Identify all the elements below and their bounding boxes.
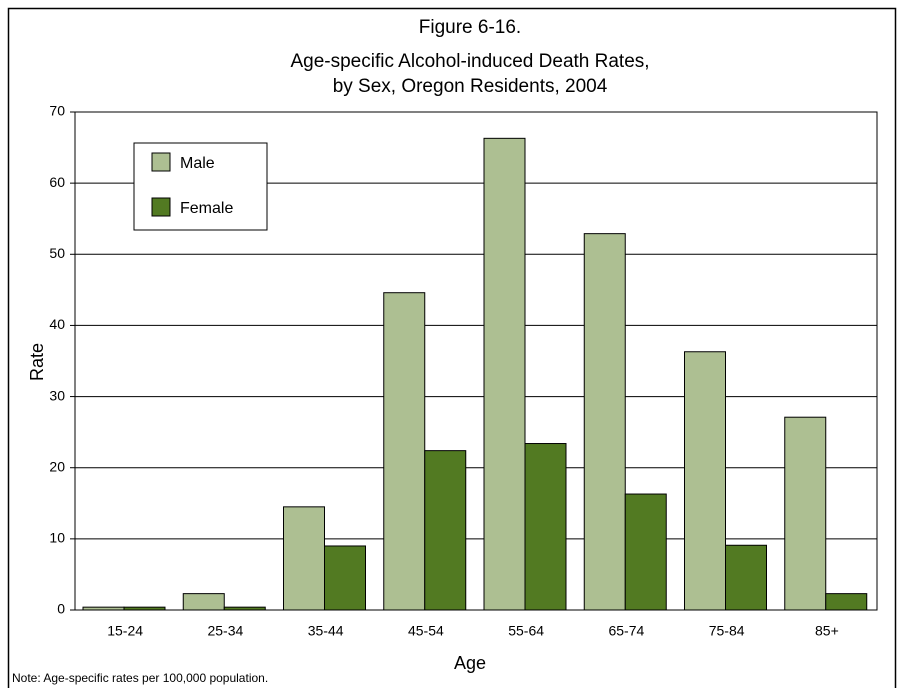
x-tick-label: 75-84 [709,623,745,639]
x-tick-label: 65-74 [608,623,644,639]
legend-swatch [151,152,171,172]
x-tick-label: 15-24 [107,623,143,639]
bar [825,593,868,611]
y-tick-label: 0 [57,601,65,617]
bar [324,545,366,611]
chart-title: by Sex, Oregon Residents, 2004 [333,76,608,97]
frame [7,7,897,688]
y-tick-label: 20 [49,458,65,474]
bar [483,137,526,611]
x-tick-label: 25-34 [207,623,243,639]
bar [82,606,125,611]
y-tick-label: 10 [49,530,65,546]
y-tick-label: 50 [49,245,65,261]
x-tick-label: 85+ [815,623,839,639]
bar [583,233,626,611]
bar [784,416,827,611]
bar [684,351,726,611]
x-tick-label: 55-64 [508,623,544,639]
bar [123,606,166,611]
bar [283,506,325,611]
y-tick-label: 70 [49,103,65,119]
legend-label: Female [180,200,233,217]
bar [383,292,426,611]
y-tick-label: 60 [49,174,65,190]
bar [725,544,767,611]
bar [624,493,667,611]
x-tick-label: 45-54 [408,623,444,639]
y-tick-label: 40 [49,316,65,332]
legend-swatch [151,197,171,217]
y-axis-label: Rate [27,343,47,381]
chart-title: Figure 6-16. [419,17,521,38]
legend-label: Male [180,155,215,172]
bar [524,443,567,611]
bar [182,593,225,611]
note: Note: Age-specific rates per 100,000 pop… [12,671,268,685]
x-axis-label: Age [454,653,486,673]
chart-title: Age-specific Alcohol-induced Death Rates… [290,51,649,72]
bar [223,606,266,611]
x-tick-label: 35-44 [308,623,344,639]
bar [424,450,467,611]
y-tick-label: 30 [49,387,65,403]
